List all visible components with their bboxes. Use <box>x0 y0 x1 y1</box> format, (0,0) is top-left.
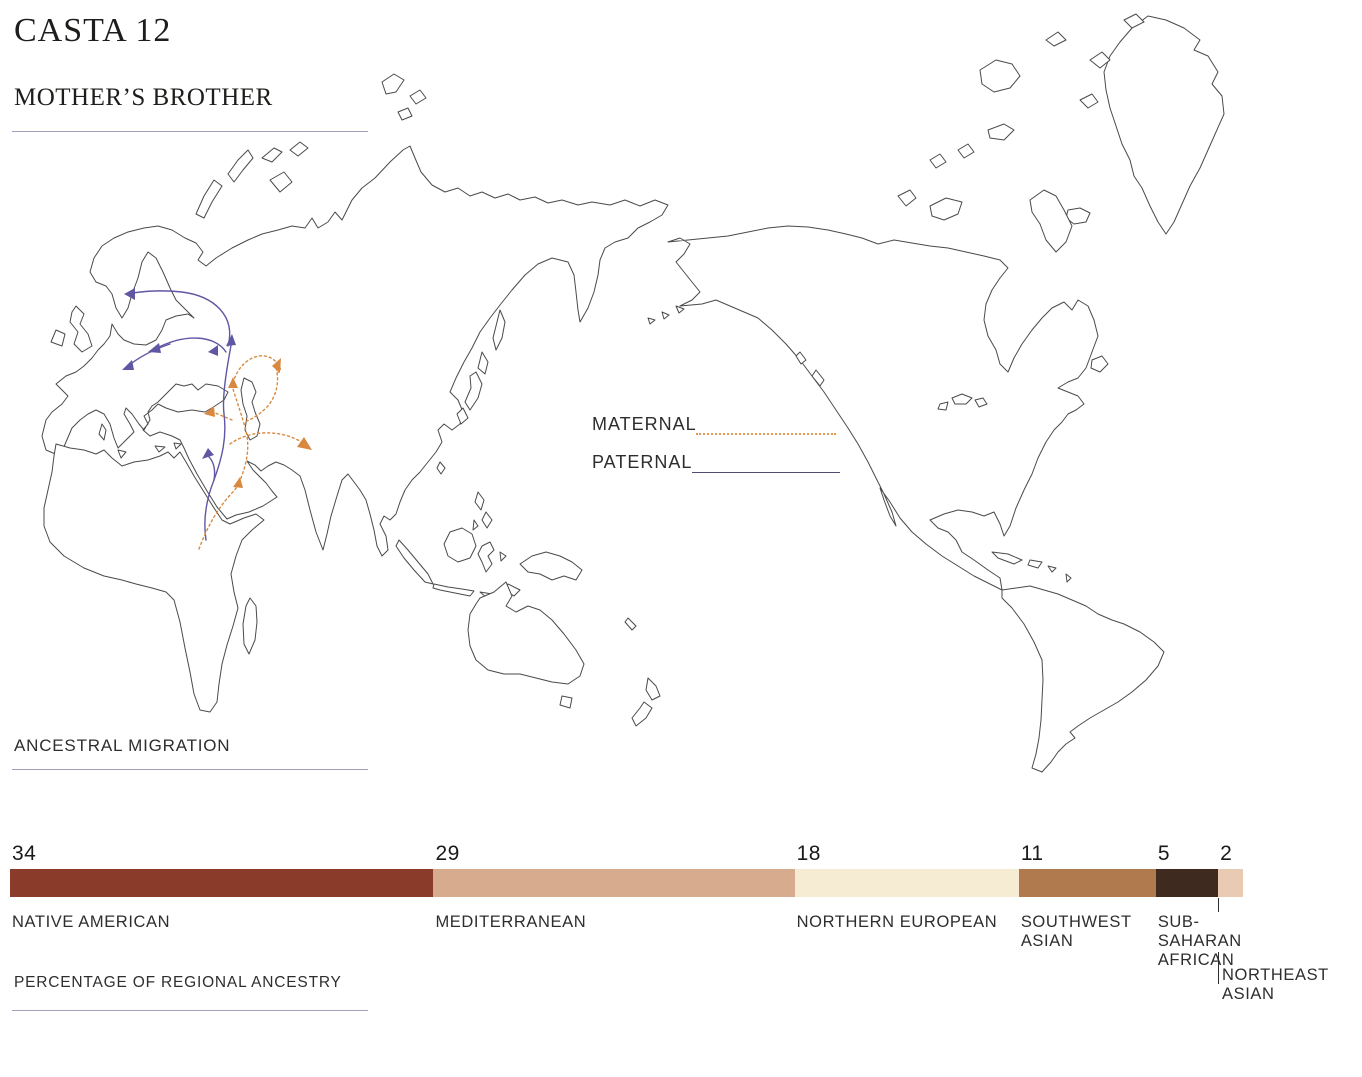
segment-label: SOUTHWEST ASIAN <box>1020 913 1132 950</box>
maternal-migration-routes <box>198 355 312 550</box>
map-legend: MATERNAL PATERNAL <box>588 414 858 490</box>
paternal-migration-routes <box>122 288 236 541</box>
label-leader-line <box>1218 952 1219 984</box>
japan <box>477 351 489 375</box>
maternal-arrowheads <box>204 358 312 488</box>
segment-label: SUB-SAHARAN AFRICAN <box>1157 913 1242 969</box>
segment-value: 11 <box>1020 842 1044 865</box>
paternal-line-sample <box>692 472 840 473</box>
bar-segment <box>433 869 795 897</box>
sulawesi <box>477 541 495 573</box>
chart-caption: PERCENTAGE OF REGIONAL ANCESTRY <box>14 974 342 991</box>
sumatra <box>395 539 434 585</box>
segment-label: MEDITERRANEAN <box>435 913 587 931</box>
borneo <box>443 527 477 563</box>
page-subtitle: MOTHER’S BROTHER <box>14 84 273 111</box>
legend-paternal-row: PATERNAL <box>588 452 858 490</box>
bar-segment <box>10 869 434 897</box>
ireland <box>50 329 66 347</box>
segment-value: 2 <box>1220 842 1233 865</box>
sakhalin <box>492 309 506 351</box>
bar-segment <box>1155 869 1219 897</box>
new-guinea <box>519 551 583 581</box>
chart-caption-divider <box>12 1010 368 1011</box>
segment-value: 5 <box>1157 842 1170 865</box>
caspian-sea <box>240 377 261 441</box>
map-caption-divider <box>12 769 368 770</box>
segment-label: NORTHEAST ASIAN <box>1222 966 1329 1003</box>
cuba <box>991 551 1023 565</box>
paternal-arrowheads <box>122 288 236 459</box>
page-title: CASTA 12 <box>14 12 172 49</box>
eurasia-outline <box>41 145 669 557</box>
map-caption: ANCESTRAL MIGRATION <box>14 736 231 755</box>
legend-maternal-row: MATERNAL <box>588 414 858 452</box>
maternal-line-sample <box>696 433 836 435</box>
segment-value: 18 <box>796 842 821 865</box>
australia <box>467 581 585 685</box>
ancestry-chart: 34 NATIVE AMERICAN 29 MEDITERRANEAN 18 NORTHE… <box>10 840 1328 1075</box>
segment-value: 34 <box>12 842 37 865</box>
bar-segment <box>794 869 1019 897</box>
great-britain <box>69 305 93 353</box>
segment-value: 29 <box>435 842 460 865</box>
bar-segment <box>1218 869 1243 897</box>
header-divider <box>12 131 368 132</box>
bar-segment <box>1018 869 1156 897</box>
coastlines <box>41 13 1225 773</box>
segment-label: NATIVE AMERICAN <box>12 913 171 931</box>
north-america-outline <box>667 225 1099 591</box>
new-zealand <box>645 677 661 701</box>
baffin-island <box>1029 189 1073 253</box>
greenland <box>1103 15 1225 235</box>
newfoundland <box>1090 355 1109 373</box>
south-america-outline <box>1001 585 1165 773</box>
legend-maternal-label: MATERNAL <box>592 414 697 434</box>
segment-label: NORTHERN EUROPEAN <box>796 913 998 931</box>
legend-paternal-label: PATERNAL <box>592 452 693 472</box>
ancestry-bar <box>10 869 1243 897</box>
africa-outline <box>43 443 265 713</box>
java <box>432 583 475 597</box>
madagascar <box>242 597 258 655</box>
taiwan <box>436 461 446 475</box>
tasmania <box>559 695 573 709</box>
label-leader-line <box>1218 898 1219 912</box>
